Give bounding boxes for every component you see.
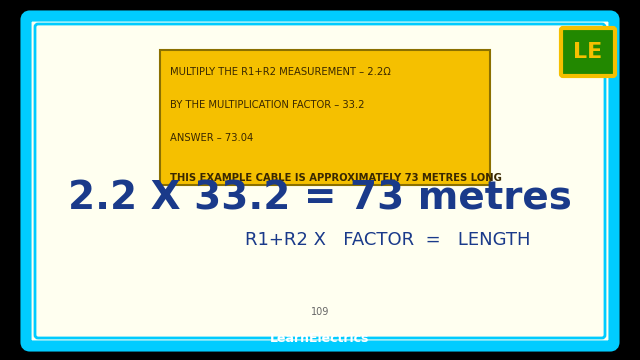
Text: 109: 109 bbox=[311, 307, 329, 317]
Bar bbox=[160, 50, 490, 185]
Text: BY THE MULTIPLICATION FACTOR – 33.2: BY THE MULTIPLICATION FACTOR – 33.2 bbox=[170, 100, 365, 110]
Text: LearnElectrics: LearnElectrics bbox=[270, 332, 370, 345]
Text: THIS EXAMPLE CABLE IS APPROXIMATELY 73 METRES LONG: THIS EXAMPLE CABLE IS APPROXIMATELY 73 M… bbox=[170, 173, 502, 183]
Text: MULTIPLY THE R1+R2 MEASUREMENT – 2.2Ω: MULTIPLY THE R1+R2 MEASUREMENT – 2.2Ω bbox=[170, 67, 391, 77]
FancyBboxPatch shape bbox=[26, 16, 614, 346]
FancyBboxPatch shape bbox=[561, 28, 615, 76]
Text: LE: LE bbox=[573, 42, 603, 62]
Text: ANSWER – 73.04: ANSWER – 73.04 bbox=[170, 133, 253, 143]
Text: 2.2 X 33.2 = 73 metres: 2.2 X 33.2 = 73 metres bbox=[68, 179, 572, 217]
Text: R1+R2 X   FACTOR  =   LENGTH: R1+R2 X FACTOR = LENGTH bbox=[245, 231, 531, 249]
